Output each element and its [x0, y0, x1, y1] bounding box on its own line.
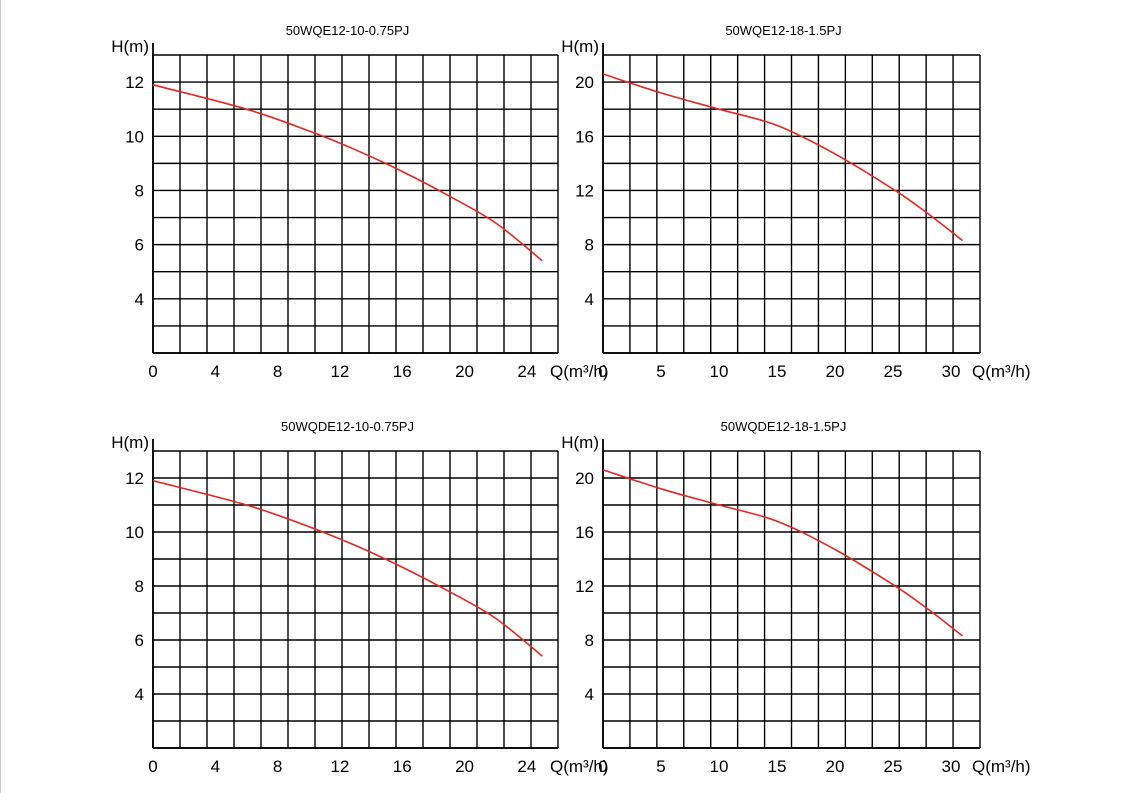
- x-tick-label: 25: [884, 757, 903, 776]
- y-axis-label: H(m): [111, 433, 149, 452]
- y-tick-label: 8: [585, 236, 594, 255]
- x-tick-label: 20: [455, 362, 474, 381]
- x-tick-label: 30: [942, 362, 961, 381]
- y-tick-label: 12: [125, 469, 144, 488]
- grid: [152, 450, 559, 749]
- series-line-h-q: [152, 479, 543, 657]
- x-tick-label: 30: [942, 757, 961, 776]
- y-tick-label: 8: [585, 631, 594, 650]
- y-tick-label: 4: [135, 685, 144, 704]
- x-tick-label: 10: [710, 362, 729, 381]
- y-axis-label: H(m): [561, 37, 599, 56]
- x-tick-label: 0: [148, 362, 157, 381]
- chart-title: 50WQDE12-18-1.5PJ: [721, 419, 847, 434]
- y-tick-label: 12: [575, 577, 594, 596]
- chart-title: 50WQE12-10-0.75PJ: [286, 23, 410, 38]
- y-tick-label: 6: [135, 631, 144, 650]
- y-tick-label: 4: [585, 290, 594, 309]
- x-tick-label: 20: [455, 757, 474, 776]
- chart-2: 50WQE12-18-1.5PJ H(m) 4 8 12 16 20 0 5 10 15 20 25 30…: [561, 23, 1030, 381]
- x-tick-label: 0: [598, 757, 607, 776]
- y-tick-label: 8: [135, 577, 144, 596]
- x-tick-label: 24: [517, 757, 536, 776]
- page-left-border: [0, 0, 1, 793]
- chart-title: 50WQE12-18-1.5PJ: [725, 23, 841, 38]
- x-tick-label: 20: [826, 362, 845, 381]
- y-tick-label: 4: [135, 290, 144, 309]
- x-axis-label: Q(m³/h): [972, 362, 1031, 381]
- x-axis-label: Q(m³/h): [550, 362, 609, 381]
- x-axis-label: Q(m³/h): [972, 757, 1031, 776]
- x-tick-label: 8: [273, 362, 282, 381]
- y-tick-label: 12: [575, 181, 594, 200]
- y-axis-label: H(m): [111, 37, 149, 56]
- x-tick-label: 15: [768, 362, 787, 381]
- x-tick-label: 16: [393, 757, 412, 776]
- series-line-h-q: [152, 84, 543, 262]
- y-tick-label: 8: [135, 181, 144, 200]
- y-tick-label: 6: [135, 236, 144, 255]
- chart-1: 50WQE12-10-0.75PJ H(m) 4 6 8 10 12 0 4 8 12 16 20 24 Q…: [111, 23, 608, 381]
- grid: [602, 450, 981, 749]
- x-tick-label: 5: [656, 757, 665, 776]
- chart-4: 50WQDE12-18-1.5PJ H(m) 4 8 12 16 20 0 5 10 15 20 25 3…: [561, 419, 1030, 776]
- y-tick-label: 16: [575, 127, 594, 146]
- x-axis-label: Q(m³/h): [550, 757, 609, 776]
- grid: [152, 54, 559, 354]
- x-tick-label: 4: [211, 757, 220, 776]
- x-tick-label: 10: [710, 757, 729, 776]
- x-tick-label: 5: [656, 362, 665, 381]
- x-tick-label: 0: [148, 757, 157, 776]
- y-tick-label: 12: [125, 73, 144, 92]
- x-tick-label: 4: [211, 362, 220, 381]
- x-tick-label: 0: [598, 362, 607, 381]
- x-tick-label: 25: [884, 362, 903, 381]
- x-tick-label: 15: [768, 757, 787, 776]
- x-tick-label: 12: [330, 757, 349, 776]
- y-axis-label: H(m): [561, 433, 599, 452]
- y-tick-label: 10: [125, 523, 144, 542]
- y-tick-label: 10: [125, 127, 144, 146]
- x-tick-label: 24: [517, 362, 536, 381]
- chart-title: 50WQDE12-10-0.75PJ: [281, 419, 414, 434]
- series-line-h-q: [602, 73, 964, 242]
- y-tick-label: 4: [585, 685, 594, 704]
- y-tick-label: 20: [575, 469, 594, 488]
- x-tick-label: 8: [273, 757, 282, 776]
- grid: [602, 54, 981, 354]
- x-tick-label: 20: [826, 757, 845, 776]
- series-line-h-q: [602, 469, 964, 637]
- x-tick-label: 16: [393, 362, 412, 381]
- x-tick-label: 12: [330, 362, 349, 381]
- y-tick-label: 20: [575, 73, 594, 92]
- y-tick-label: 16: [575, 523, 594, 542]
- chart-3: 50WQDE12-10-0.75PJ H(m) 4 6 8 10 12 0 4 8 12 16 20 24…: [111, 419, 608, 776]
